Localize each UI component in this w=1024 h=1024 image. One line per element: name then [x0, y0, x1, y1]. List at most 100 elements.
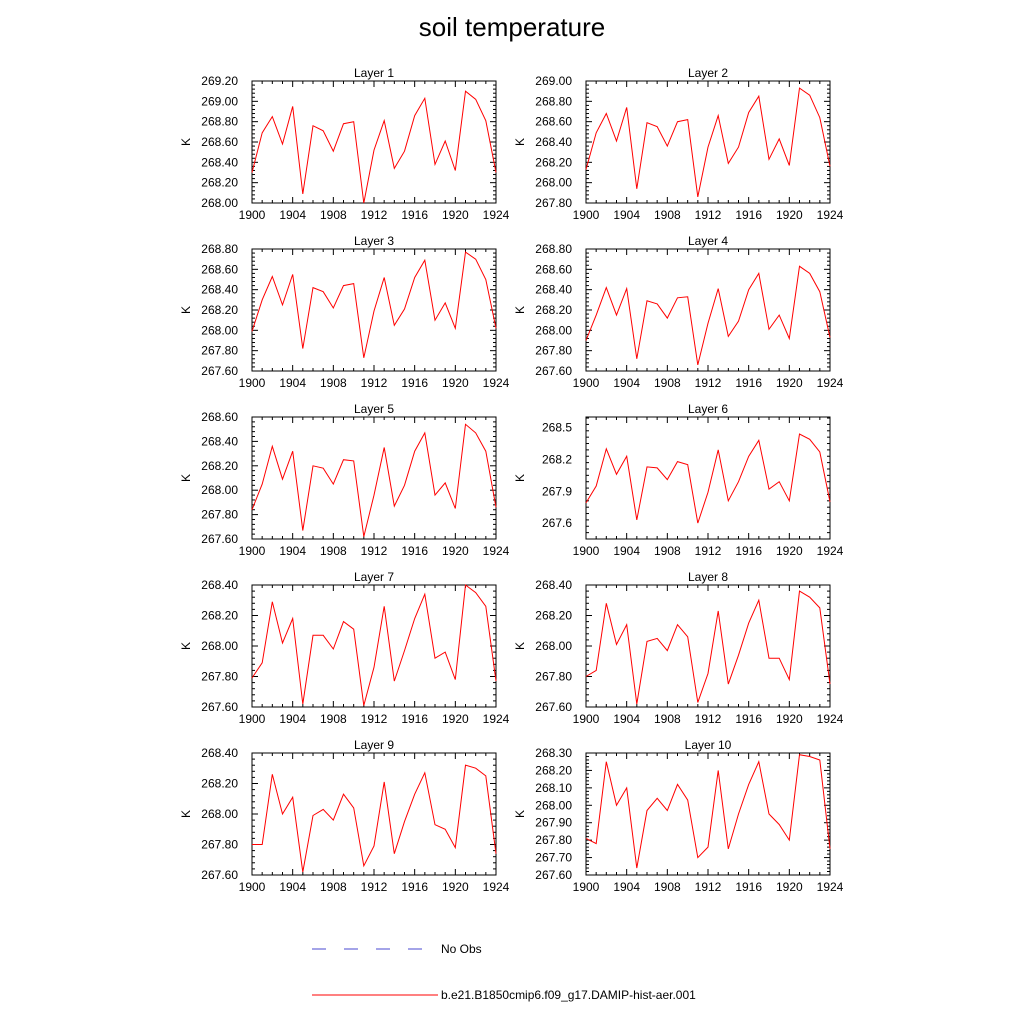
y-axis-label: K — [513, 810, 527, 818]
y-tick-label: 268.20 — [201, 303, 238, 317]
x-tick-label: 1920 — [776, 208, 803, 222]
y-tick-label: 267.60 — [535, 868, 572, 882]
y-tick-label: 267.60 — [201, 364, 238, 378]
y-tick-label: 267.60 — [535, 700, 572, 714]
y-tick-label: 268.20 — [201, 609, 238, 623]
x-tick-label: 1924 — [817, 712, 844, 726]
x-tick-label: 1920 — [776, 544, 803, 558]
y-tick-label: 267.80 — [535, 670, 572, 684]
series-line — [251, 584, 497, 706]
y-tick-label: 268.5 — [542, 421, 572, 435]
x-tick-label: 1916 — [401, 376, 428, 390]
x-tick-label: 1904 — [279, 544, 306, 558]
y-tick-label: 269.00 — [535, 74, 572, 88]
x-tick-label: 1904 — [279, 376, 306, 390]
y-tick-label: 267.6 — [542, 516, 572, 530]
y-tick-label: 268.00 — [201, 196, 238, 210]
y-tick-label: 268.40 — [201, 155, 238, 169]
x-tick-label: 1920 — [442, 712, 469, 726]
x-tick-label: 1924 — [817, 376, 844, 390]
y-axis-label: K — [179, 306, 193, 314]
x-tick-label: 1900 — [573, 544, 600, 558]
x-tick-label: 1904 — [613, 544, 640, 558]
x-tick-label: 1920 — [442, 208, 469, 222]
series-line — [251, 423, 497, 537]
y-tick-label: 267.80 — [535, 833, 572, 847]
y-axis-label: K — [179, 474, 193, 482]
y-tick-label: 267.80 — [201, 344, 238, 358]
series-line — [585, 87, 831, 198]
y-tick-label: 268.40 — [201, 283, 238, 297]
y-tick-label: 268.60 — [201, 410, 238, 424]
x-tick-label: 1916 — [735, 712, 762, 726]
x-tick-label: 1904 — [279, 208, 306, 222]
x-tick-label: 1900 — [239, 544, 266, 558]
x-tick-label: 1912 — [361, 712, 388, 726]
x-tick-label: 1900 — [573, 880, 600, 894]
x-tick-label: 1924 — [817, 208, 844, 222]
x-tick-label: 1904 — [279, 880, 306, 894]
x-tick-label: 1908 — [654, 880, 681, 894]
y-tick-label: 268.40 — [201, 578, 238, 592]
x-tick-label: 1900 — [239, 376, 266, 390]
y-tick-label: 268.40 — [201, 434, 238, 448]
series-line — [585, 265, 831, 366]
x-tick-label: 1924 — [483, 376, 510, 390]
y-tick-label: 269.20 — [201, 74, 238, 88]
y-axis-label: K — [513, 138, 527, 146]
y-tick-label: 267.80 — [201, 508, 238, 522]
x-tick-label: 1908 — [320, 880, 347, 894]
x-tick-label: 1920 — [776, 712, 803, 726]
x-tick-label: 1924 — [817, 880, 844, 894]
panel-title: Layer 4 — [688, 234, 728, 248]
y-tick-label: 268.20 — [535, 155, 572, 169]
y-tick-label: 268.00 — [535, 639, 572, 653]
panel-title: Layer 3 — [354, 234, 394, 248]
y-tick-label: 268.60 — [201, 135, 238, 149]
y-tick-label: 267.80 — [201, 838, 238, 852]
y-tick-label: 268.00 — [201, 483, 238, 497]
panel-9: Layer 9 K 1900 1904 1908 1912 1916 1920 1924 267.… — [179, 738, 510, 894]
panel-8: Layer 8 K 1900 1904 1908 1912 1916 1920 1924 267.… — [513, 570, 844, 726]
x-tick-label: 1916 — [735, 376, 762, 390]
series-line — [251, 90, 497, 204]
y-axis-label: K — [513, 642, 527, 650]
panel-6: Layer 6 K 1900 1904 1908 1912 1916 1920 1924 267.… — [513, 402, 844, 558]
x-tick-label: 1924 — [483, 880, 510, 894]
x-tick-label: 1908 — [654, 208, 681, 222]
y-axis-label: K — [513, 306, 527, 314]
x-tick-label: 1912 — [361, 880, 388, 894]
panel-5: Layer 5 K 1900 1904 1908 1912 1916 1920 1924 267.… — [179, 402, 510, 558]
panel-title: Layer 7 — [354, 570, 394, 584]
x-tick-label: 1920 — [776, 376, 803, 390]
y-tick-label: 267.90 — [535, 816, 572, 830]
x-tick-label: 1912 — [695, 208, 722, 222]
x-tick-label: 1904 — [613, 208, 640, 222]
y-tick-label: 268.80 — [201, 115, 238, 129]
panel-title: Layer 10 — [685, 738, 732, 752]
y-tick-label: 268.20 — [535, 609, 572, 623]
series-line — [585, 754, 831, 869]
x-tick-label: 1916 — [401, 880, 428, 894]
x-tick-label: 1900 — [573, 208, 600, 222]
y-tick-label: 268.60 — [535, 262, 572, 276]
y-axis-label: K — [179, 810, 193, 818]
panel-3: Layer 3 K 1900 1904 1908 1912 1916 1920 1924 267.… — [179, 234, 510, 390]
panel-title: Layer 8 — [688, 570, 728, 584]
y-tick-label: 267.60 — [201, 532, 238, 546]
plot-frame — [585, 416, 831, 540]
y-axis-label: K — [179, 138, 193, 146]
panel-10: Layer 10 K 1900 1904 1908 1912 1916 1920 1924 267… — [513, 738, 844, 894]
y-tick-label: 268.20 — [201, 777, 238, 791]
x-tick-label: 1916 — [735, 544, 762, 558]
y-tick-label: 268.00 — [201, 807, 238, 821]
y-tick-label: 268.40 — [535, 578, 572, 592]
y-tick-label: 268.2 — [542, 452, 572, 466]
y-tick-label: 267.80 — [535, 196, 572, 210]
plot-frame — [585, 752, 831, 876]
x-tick-label: 1924 — [483, 208, 510, 222]
x-tick-label: 1900 — [239, 880, 266, 894]
y-tick-label: 268.60 — [535, 115, 572, 129]
x-tick-label: 1908 — [654, 544, 681, 558]
y-tick-label: 268.30 — [535, 746, 572, 760]
